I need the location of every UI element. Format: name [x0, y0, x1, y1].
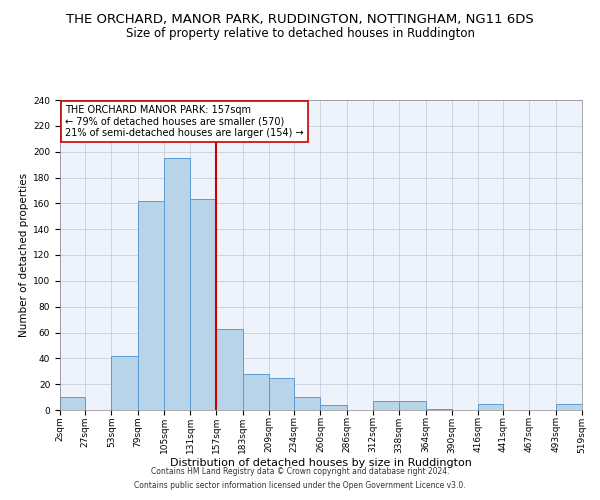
Bar [112, 356, 138, 410]
Text: Contains HM Land Registry data © Crown copyright and database right 2024.: Contains HM Land Registry data © Crown c… [151, 467, 449, 476]
Text: THE ORCHARD, MANOR PARK, RUDDINGTON, NOTTINGHAM, NG11 6DS: THE ORCHARD, MANOR PARK, RUDDINGTON, NOT… [66, 12, 534, 26]
Y-axis label: Number of detached properties: Number of detached properties [19, 173, 29, 337]
Bar [294, 397, 320, 410]
Bar [556, 404, 582, 410]
Text: Size of property relative to detached houses in Ruddington: Size of property relative to detached ho… [125, 28, 475, 40]
Bar [243, 374, 269, 410]
Bar [373, 401, 399, 410]
Bar [269, 378, 294, 410]
Bar [138, 200, 164, 410]
X-axis label: Distribution of detached houses by size in Ruddington: Distribution of detached houses by size … [170, 458, 472, 468]
Bar [164, 158, 190, 410]
Bar [60, 397, 85, 410]
Bar [320, 405, 347, 410]
Bar [190, 200, 217, 410]
Text: Contains public sector information licensed under the Open Government Licence v3: Contains public sector information licen… [134, 481, 466, 490]
Text: THE ORCHARD MANOR PARK: 157sqm
← 79% of detached houses are smaller (570)
21% of: THE ORCHARD MANOR PARK: 157sqm ← 79% of … [65, 104, 304, 138]
Bar [399, 401, 425, 410]
Bar [478, 404, 503, 410]
Bar [217, 328, 243, 410]
Bar [425, 408, 452, 410]
